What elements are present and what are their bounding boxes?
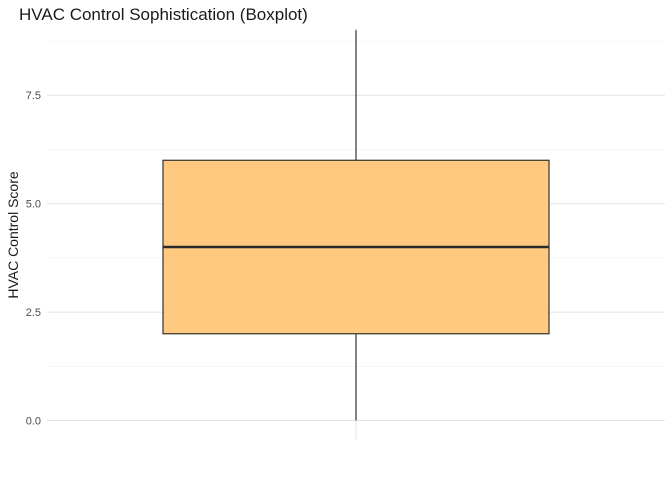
- y-tick-label: 0.0: [26, 415, 41, 427]
- y-tick-label: 5.0: [26, 199, 41, 211]
- y-tick-label: 7.5: [26, 90, 41, 102]
- box-marks: [162, 30, 550, 421]
- chart-title: HVAC Control Sophistication (Boxplot): [19, 5, 308, 24]
- y-tick-label: 2.5: [26, 307, 41, 319]
- y-axis-ticks: 0.0 2.5 5.0 7.5: [26, 90, 41, 427]
- y-axis-label: HVAC Control Score: [5, 171, 21, 299]
